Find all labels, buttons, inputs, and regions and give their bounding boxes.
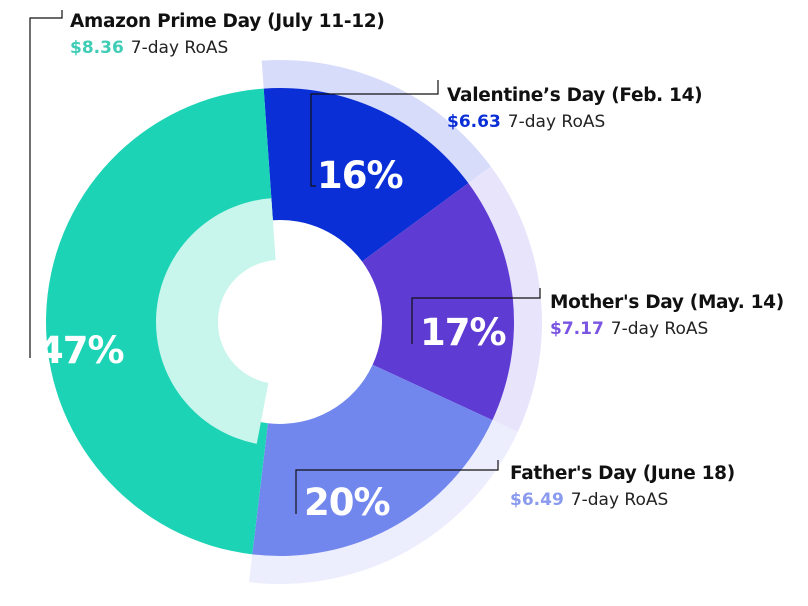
slice-inner-band (156, 198, 276, 444)
roas-value: $6.63 (447, 112, 501, 132)
slice-percent-label: 20% (304, 481, 390, 524)
roas-value: $8.36 (70, 38, 124, 58)
slice-percent-label: 17% (420, 311, 506, 354)
inner-band (156, 198, 342, 444)
slice-roas: $6.49 7-day RoAS (510, 490, 668, 510)
donut-slice (263, 88, 469, 262)
slice-title: Valentine’s Day (Feb. 14) (447, 85, 702, 106)
leader-line (411, 288, 541, 344)
slice-title: Amazon Prime Day (July 11-12) (70, 11, 385, 32)
slice-labels: 16% Valentine’s Day (Feb. 14) $6.63 7-day R… (38, 11, 784, 524)
slice-roas: $6.63 7-day RoAS (447, 112, 605, 132)
slice-percent-label: 16% (317, 154, 403, 197)
leader-lines (29, 10, 541, 514)
slice-halo (465, 166, 542, 432)
slice-title: Father's Day (June 18) (510, 463, 735, 484)
leader-line (310, 80, 439, 187)
donut-slice (252, 364, 493, 556)
slice-roas: $7.17 7-day RoAS (550, 319, 708, 339)
roas-value: $6.49 (510, 490, 564, 510)
roas-unit: 7-day RoAS (131, 38, 229, 58)
slice-title: Mother's Day (May. 14) (550, 292, 784, 313)
donut-slice (362, 183, 514, 421)
roas-unit: 7-day RoAS (508, 112, 606, 132)
slice-percent-label: 47% (38, 329, 124, 372)
leader-line (295, 460, 499, 514)
leader-line (29, 10, 63, 358)
roas-value: $7.17 (550, 319, 604, 339)
roas-unit: 7-day RoAS (611, 319, 709, 339)
roas-unit: 7-day RoAS (571, 490, 669, 510)
donut-hole (218, 260, 342, 384)
slice-roas: $8.36 7-day RoAS (70, 38, 228, 58)
slice-halo (248, 418, 518, 584)
